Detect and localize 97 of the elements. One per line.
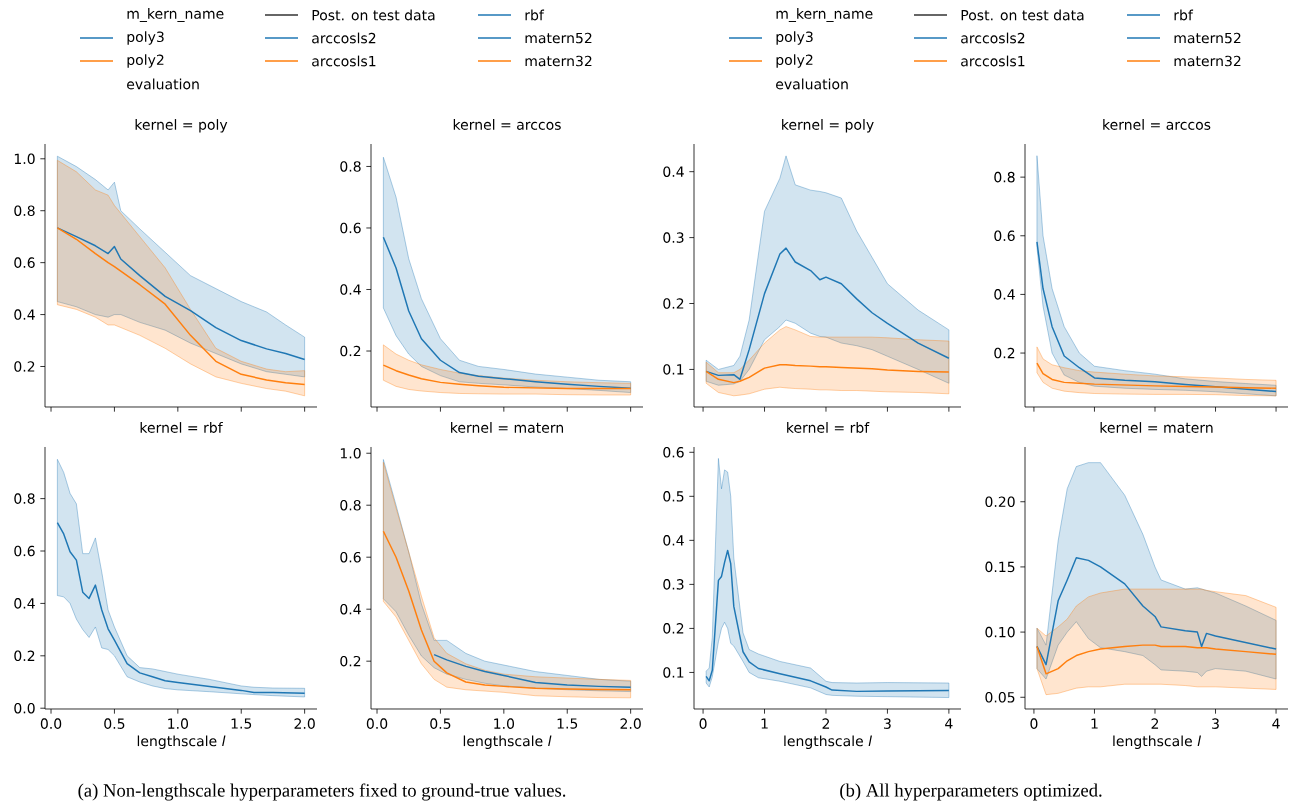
text: matern32 bbox=[1174, 55, 1241, 67]
x-tick-label: 2.0 bbox=[620, 718, 641, 729]
x-tick-label: 4 bbox=[945, 718, 953, 729]
text: rbf bbox=[1174, 9, 1194, 21]
chart-title: kernel = rbf bbox=[787, 422, 870, 433]
x-tick-label: 0.0 bbox=[40, 718, 62, 729]
x-tick-label: 1 bbox=[761, 718, 768, 729]
y-tick-label: 0.8 bbox=[14, 493, 35, 504]
text: (a) Non-lengthscale hyperparameters fixed to ground-true values. bbox=[78, 783, 566, 801]
y-tick-label: 0.3 bbox=[663, 579, 684, 590]
text: arccosls2 bbox=[312, 32, 376, 44]
legend-label: poly3 bbox=[776, 31, 813, 45]
text: matern32 bbox=[525, 55, 592, 67]
x-tick-label: 1.0 bbox=[168, 718, 189, 729]
y-tick-label: 0.4 bbox=[994, 289, 1015, 300]
text: rbf bbox=[525, 9, 545, 21]
text: matern52 bbox=[525, 32, 592, 44]
line-series bbox=[705, 549, 950, 693]
x-tick-label: 1.0 bbox=[494, 718, 515, 729]
y-tick-label: 0.2 bbox=[663, 623, 684, 634]
text: arccosls1 bbox=[312, 55, 376, 67]
y-tick-label: 0.1 bbox=[663, 667, 684, 678]
x-tick-label: 0.5 bbox=[104, 718, 125, 729]
x-axis-title: lengthscale l bbox=[784, 735, 872, 749]
x-axis-title: lengthscale l bbox=[1113, 735, 1201, 749]
y-tick-label: 0.5 bbox=[663, 491, 684, 502]
line-series bbox=[382, 236, 632, 389]
y-tick-label: 0.10 bbox=[985, 626, 1015, 638]
chart-title: kernel = arccos bbox=[1103, 119, 1211, 130]
y-tick-label: 0.6 bbox=[14, 545, 35, 557]
chart-title: kernel = rbf bbox=[140, 422, 223, 433]
y-tick-label: 0.15 bbox=[985, 561, 1015, 573]
chart-title: kernel = matern bbox=[451, 422, 564, 433]
x-tick-label: 3 bbox=[1212, 718, 1219, 729]
y-tick-label: 0.2 bbox=[994, 347, 1015, 359]
x-axis-title: lengthscale l bbox=[137, 735, 226, 749]
y-tick-label: 0.6 bbox=[340, 222, 361, 234]
legend-title: m_kern_name bbox=[776, 8, 873, 22]
y-tick-label: 1.0 bbox=[14, 153, 35, 165]
y-tick-label: 0.2 bbox=[14, 361, 35, 372]
x-tick-label: 2 bbox=[1151, 718, 1159, 729]
chart-title: kernel = matern bbox=[1100, 422, 1213, 433]
x-tick-label: 2.0 bbox=[294, 718, 315, 729]
y-tick-label: 0.4 bbox=[340, 603, 361, 615]
text: matern52 bbox=[1174, 32, 1241, 44]
text: evaluation bbox=[776, 78, 848, 90]
y-tick-label: 0.6 bbox=[994, 230, 1015, 242]
text: arccosls2 bbox=[961, 32, 1025, 44]
line-series bbox=[382, 530, 632, 691]
x-tick-label: 0 bbox=[1030, 718, 1038, 729]
y-tick-label: 0.2 bbox=[14, 650, 35, 662]
y-tick-label: 0.20 bbox=[985, 496, 1015, 508]
text: Post. on test data bbox=[961, 9, 1084, 21]
x-tick-label: 1 bbox=[1091, 718, 1098, 729]
text: Post. on test data bbox=[312, 9, 435, 21]
y-tick-label: 0.8 bbox=[340, 499, 361, 511]
y-tick-label: 1.0 bbox=[340, 447, 361, 459]
y-tick-label: 0.05 bbox=[985, 691, 1015, 703]
y-tick-label: 0.8 bbox=[994, 171, 1015, 183]
text: (b) All hyperparameters optimized. bbox=[840, 783, 1102, 801]
y-tick-label: 0.4 bbox=[340, 284, 361, 295]
y-tick-label: 0.1 bbox=[663, 364, 684, 375]
legend-label: poly2 bbox=[127, 54, 164, 68]
y-tick-label: 0.4 bbox=[663, 535, 684, 546]
x-tick-label: 0.0 bbox=[366, 718, 388, 729]
x-tick-label: 1.5 bbox=[557, 718, 578, 729]
x-tick-label: 0 bbox=[699, 718, 707, 729]
legend-title: m_kern_name bbox=[127, 8, 224, 22]
y-tick-label: 0.3 bbox=[663, 232, 684, 243]
text: evaluation bbox=[127, 78, 199, 90]
text: arccosls1 bbox=[961, 55, 1025, 67]
line-series bbox=[56, 227, 306, 386]
x-axis-title: lengthscale l bbox=[463, 735, 552, 749]
line-series bbox=[705, 247, 950, 381]
y-tick-label: 0.4 bbox=[14, 309, 35, 320]
y-tick-label: 0.2 bbox=[663, 298, 684, 309]
legend-label: poly3 bbox=[127, 31, 164, 45]
x-tick-label: 0.5 bbox=[430, 718, 451, 729]
y-tick-label: 0.6 bbox=[340, 551, 361, 563]
x-tick-label: 2 bbox=[822, 718, 830, 729]
y-tick-label: 0.4 bbox=[663, 166, 684, 177]
x-tick-label: 1.5 bbox=[231, 718, 252, 729]
chart-title: kernel = poly bbox=[135, 119, 228, 133]
legend-label: poly2 bbox=[776, 54, 813, 68]
x-tick-label: 4 bbox=[1272, 718, 1280, 729]
y-tick-label: 0.8 bbox=[14, 205, 35, 217]
y-tick-label: 0.0 bbox=[14, 702, 35, 714]
y-tick-label: 0.2 bbox=[340, 655, 361, 667]
chart-title: kernel = arccos bbox=[453, 119, 561, 130]
y-tick-label: 0.6 bbox=[663, 446, 684, 458]
y-tick-label: 0.6 bbox=[14, 257, 35, 268]
y-tick-label: 0.4 bbox=[14, 598, 35, 609]
y-tick-label: 0.8 bbox=[340, 161, 361, 172]
y-tick-label: 0.2 bbox=[340, 345, 361, 357]
chart-title: kernel = poly bbox=[782, 119, 874, 133]
line-series bbox=[433, 653, 632, 688]
x-tick-label: 3 bbox=[884, 718, 891, 729]
